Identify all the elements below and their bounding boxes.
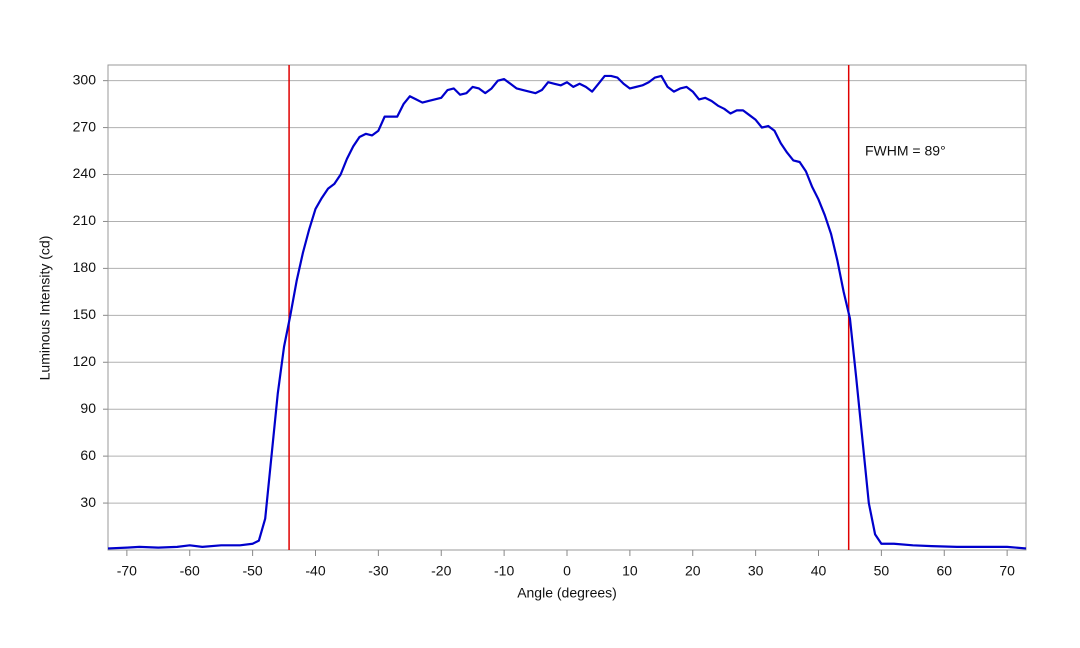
x-tick-label: 60 xyxy=(936,563,952,579)
y-tick-label: 60 xyxy=(80,447,96,463)
y-tick-label: 150 xyxy=(73,306,97,322)
x-tick-label: 30 xyxy=(748,563,764,579)
y-tick-label: 300 xyxy=(73,71,97,87)
x-tick-label: -70 xyxy=(117,563,137,579)
x-tick-label: -40 xyxy=(305,563,325,579)
x-tick-label: 20 xyxy=(685,563,701,579)
annotation: FWHM = 89° xyxy=(865,143,946,159)
y-tick-label: 270 xyxy=(73,118,97,134)
plot-frame xyxy=(107,64,1027,551)
x-tick-label: -30 xyxy=(368,563,388,579)
x-tick-label: 0 xyxy=(563,563,571,579)
x-tick-label: 40 xyxy=(811,563,827,579)
y-tick-label: 210 xyxy=(73,212,97,228)
y-tick-label: 30 xyxy=(80,494,96,510)
y-tick-label: 120 xyxy=(73,353,97,369)
y-tick-label: 90 xyxy=(80,400,96,416)
x-tick-label: 70 xyxy=(999,563,1015,579)
y-tick-label: 180 xyxy=(73,259,97,275)
y-axis-label: Luminous Intensity (cd) xyxy=(37,236,53,381)
data-line xyxy=(107,74,1027,550)
y-tick-label: 240 xyxy=(73,165,97,181)
x-tick-label: -50 xyxy=(242,563,262,579)
x-tick-label: -10 xyxy=(494,563,514,579)
x-tick-label: 10 xyxy=(622,563,638,579)
x-axis-label: Angle (degrees) xyxy=(517,585,617,601)
x-tick-label: 50 xyxy=(874,563,890,579)
x-tick-label: -60 xyxy=(180,563,200,579)
x-tick-label: -20 xyxy=(431,563,451,579)
